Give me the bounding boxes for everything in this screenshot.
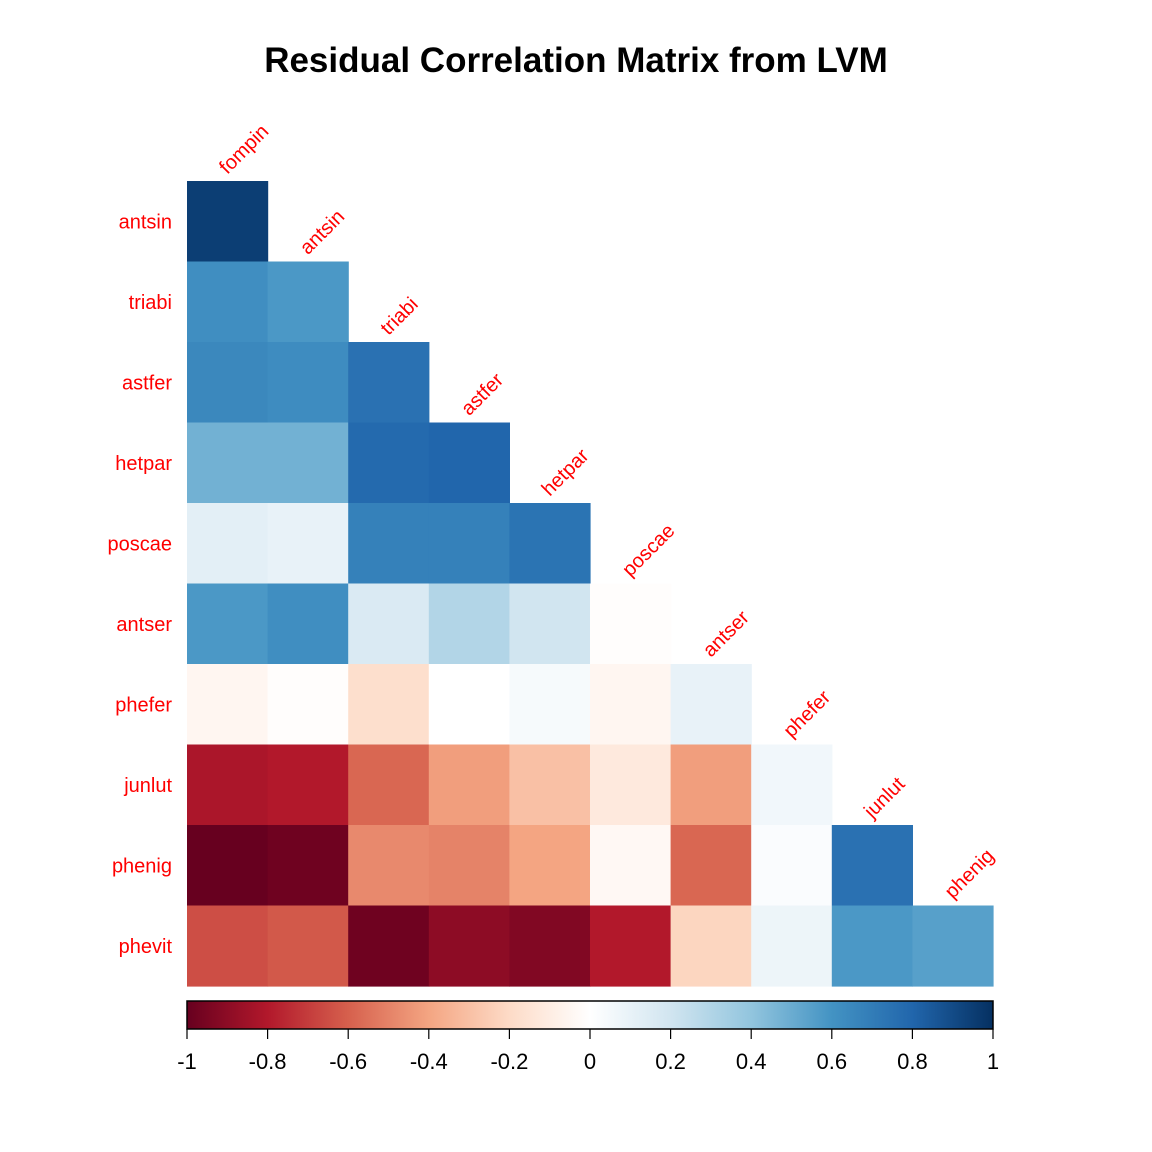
row-label-triabi: triabi (129, 292, 172, 314)
heatmap-cell-poscae-hetpar (509, 503, 591, 585)
heatmap-cell-antser-fompin (187, 583, 269, 665)
heatmap-cell-antsin-fompin (187, 181, 269, 263)
heatmap-cell-astfer-fompin (187, 342, 269, 424)
heatmap-cell-phevit-phenig (912, 905, 994, 987)
heatmap-cell-phefer-fompin (187, 664, 269, 746)
heatmap-cell-phefer-poscae (590, 664, 672, 746)
row-label-hetpar: hetpar (115, 453, 172, 475)
heatmap-cell-phevit-astfer (428, 905, 510, 987)
colorbar-tick-label: -0.2 (490, 1049, 528, 1074)
colorbar-tick-label: 0 (584, 1049, 596, 1074)
heatmap-cell-poscae-astfer (428, 503, 510, 585)
heatmap-cells (187, 181, 994, 987)
heatmap-cell-antser-antsin (267, 583, 349, 665)
heatmap-cell-junlut-hetpar (509, 744, 591, 826)
heatmap-cell-hetpar-astfer (428, 422, 510, 504)
colorbar-tick-label: -0.4 (410, 1049, 448, 1074)
heatmap-cell-phevit-fompin (187, 905, 269, 987)
colorbar-tick-label: 0.4 (736, 1049, 767, 1074)
heatmap-cell-phefer-antsin (267, 664, 349, 746)
heatmap-cell-phevit-antser (670, 905, 752, 987)
heatmap-cell-antser-triabi (348, 583, 430, 665)
row-label-antsin: antsin (119, 211, 172, 233)
heatmap-cell-junlut-fompin (187, 744, 269, 826)
heatmap-cell-phevit-junlut (831, 905, 913, 987)
heatmap-cell-antser-poscae (590, 583, 672, 665)
heatmap-cell-poscae-triabi (348, 503, 430, 585)
row-label-phenig: phenig (112, 855, 172, 877)
column-label-antser: antser (699, 606, 754, 661)
colorbar-gradient (186, 1000, 994, 1030)
heatmap-cell-phenig-antser (670, 825, 752, 907)
heatmap-cell-junlut-antser (670, 744, 752, 826)
colorbar-tick-label: -0.8 (249, 1049, 287, 1074)
colorbar-tick-label: 0.8 (897, 1049, 928, 1074)
colorbar: -1 -0.8 -0.6 -0.4 -0.2 0 0.2 0.4 0.6 0.8 1 (177, 1000, 999, 1074)
row-label-phevit: phevit (119, 936, 173, 958)
heatmap-cell-astfer-triabi (348, 342, 430, 424)
column-label-antsin: antsin (296, 206, 349, 259)
row-label-astfer: astfer (122, 372, 172, 394)
chart-title: Residual Correlation Matrix from LVM (264, 41, 888, 80)
heatmap-cell-phevit-poscae (590, 905, 672, 987)
heatmap-cell-phenig-junlut (831, 825, 913, 907)
colorbar-tick-label: 0.2 (655, 1049, 686, 1074)
heatmap-cell-junlut-triabi (348, 744, 430, 826)
heatmap-cell-junlut-antsin (267, 744, 349, 826)
row-label-junlut: junlut (123, 775, 172, 797)
heatmap-cell-phefer-triabi (348, 664, 430, 746)
heatmap-cell-junlut-astfer (428, 744, 510, 826)
heatmap-cell-phenig-astfer (428, 825, 510, 907)
heatmap-cell-poscae-antsin (267, 503, 349, 585)
column-label-fompin: fompin (215, 121, 273, 179)
heatmap-cell-phenig-hetpar (509, 825, 591, 907)
row-labels: antsin triabi astfer hetpar poscae antser phef… (108, 211, 173, 958)
heatmap-cell-triabi-antsin (267, 261, 349, 343)
column-label-phenig: phenig (941, 845, 999, 903)
heatmap-cell-junlut-phefer (751, 744, 833, 826)
heatmap-cell-poscae-fompin (187, 503, 269, 585)
heatmap-cell-phefer-astfer (428, 664, 510, 746)
heatmap-cell-phevit-triabi (348, 905, 430, 987)
column-label-poscae: poscae (618, 520, 679, 581)
heatmap-cell-phenig-triabi (348, 825, 430, 907)
heatmap-cell-hetpar-antsin (267, 422, 349, 504)
column-label-astfer: astfer (457, 369, 508, 420)
row-label-poscae: poscae (108, 533, 173, 555)
colorbar-tick-label: 0.6 (817, 1049, 848, 1074)
column-label-hetpar: hetpar (538, 445, 594, 501)
colorbar-tick-label: 1 (987, 1049, 999, 1074)
heatmap-cell-antser-astfer (428, 583, 510, 665)
heatmap-cell-phevit-antsin (267, 905, 349, 987)
row-label-antser: antser (116, 614, 172, 636)
heatmap-cell-phenig-phefer (751, 825, 833, 907)
heatmap-cell-phefer-antser (670, 664, 752, 746)
heatmap-cell-hetpar-fompin (187, 422, 269, 504)
colorbar-tick-label: -1 (177, 1049, 197, 1074)
heatmap-cell-phenig-fompin (187, 825, 269, 907)
column-label-phefer: phefer (779, 686, 835, 742)
heatmap-cell-phevit-hetpar (509, 905, 591, 987)
heatmap-cell-phenig-antsin (267, 825, 349, 907)
heatmap-cell-triabi-fompin (187, 261, 269, 343)
heatmap-cell-phevit-phefer (751, 905, 833, 987)
heatmap-cell-antser-hetpar (509, 583, 591, 665)
heatmap-cell-junlut-poscae (590, 744, 672, 826)
heatmap-cell-astfer-antsin (267, 342, 349, 424)
colorbar-tick-label: -0.6 (329, 1049, 367, 1074)
heatmap-cell-phenig-poscae (590, 825, 672, 907)
heatmap-cell-phefer-hetpar (509, 664, 591, 746)
heatmap-cell-hetpar-triabi (348, 422, 430, 504)
row-label-phefer: phefer (115, 694, 172, 716)
column-label-junlut: junlut (859, 773, 909, 823)
column-label-triabi: triabi (376, 293, 422, 339)
